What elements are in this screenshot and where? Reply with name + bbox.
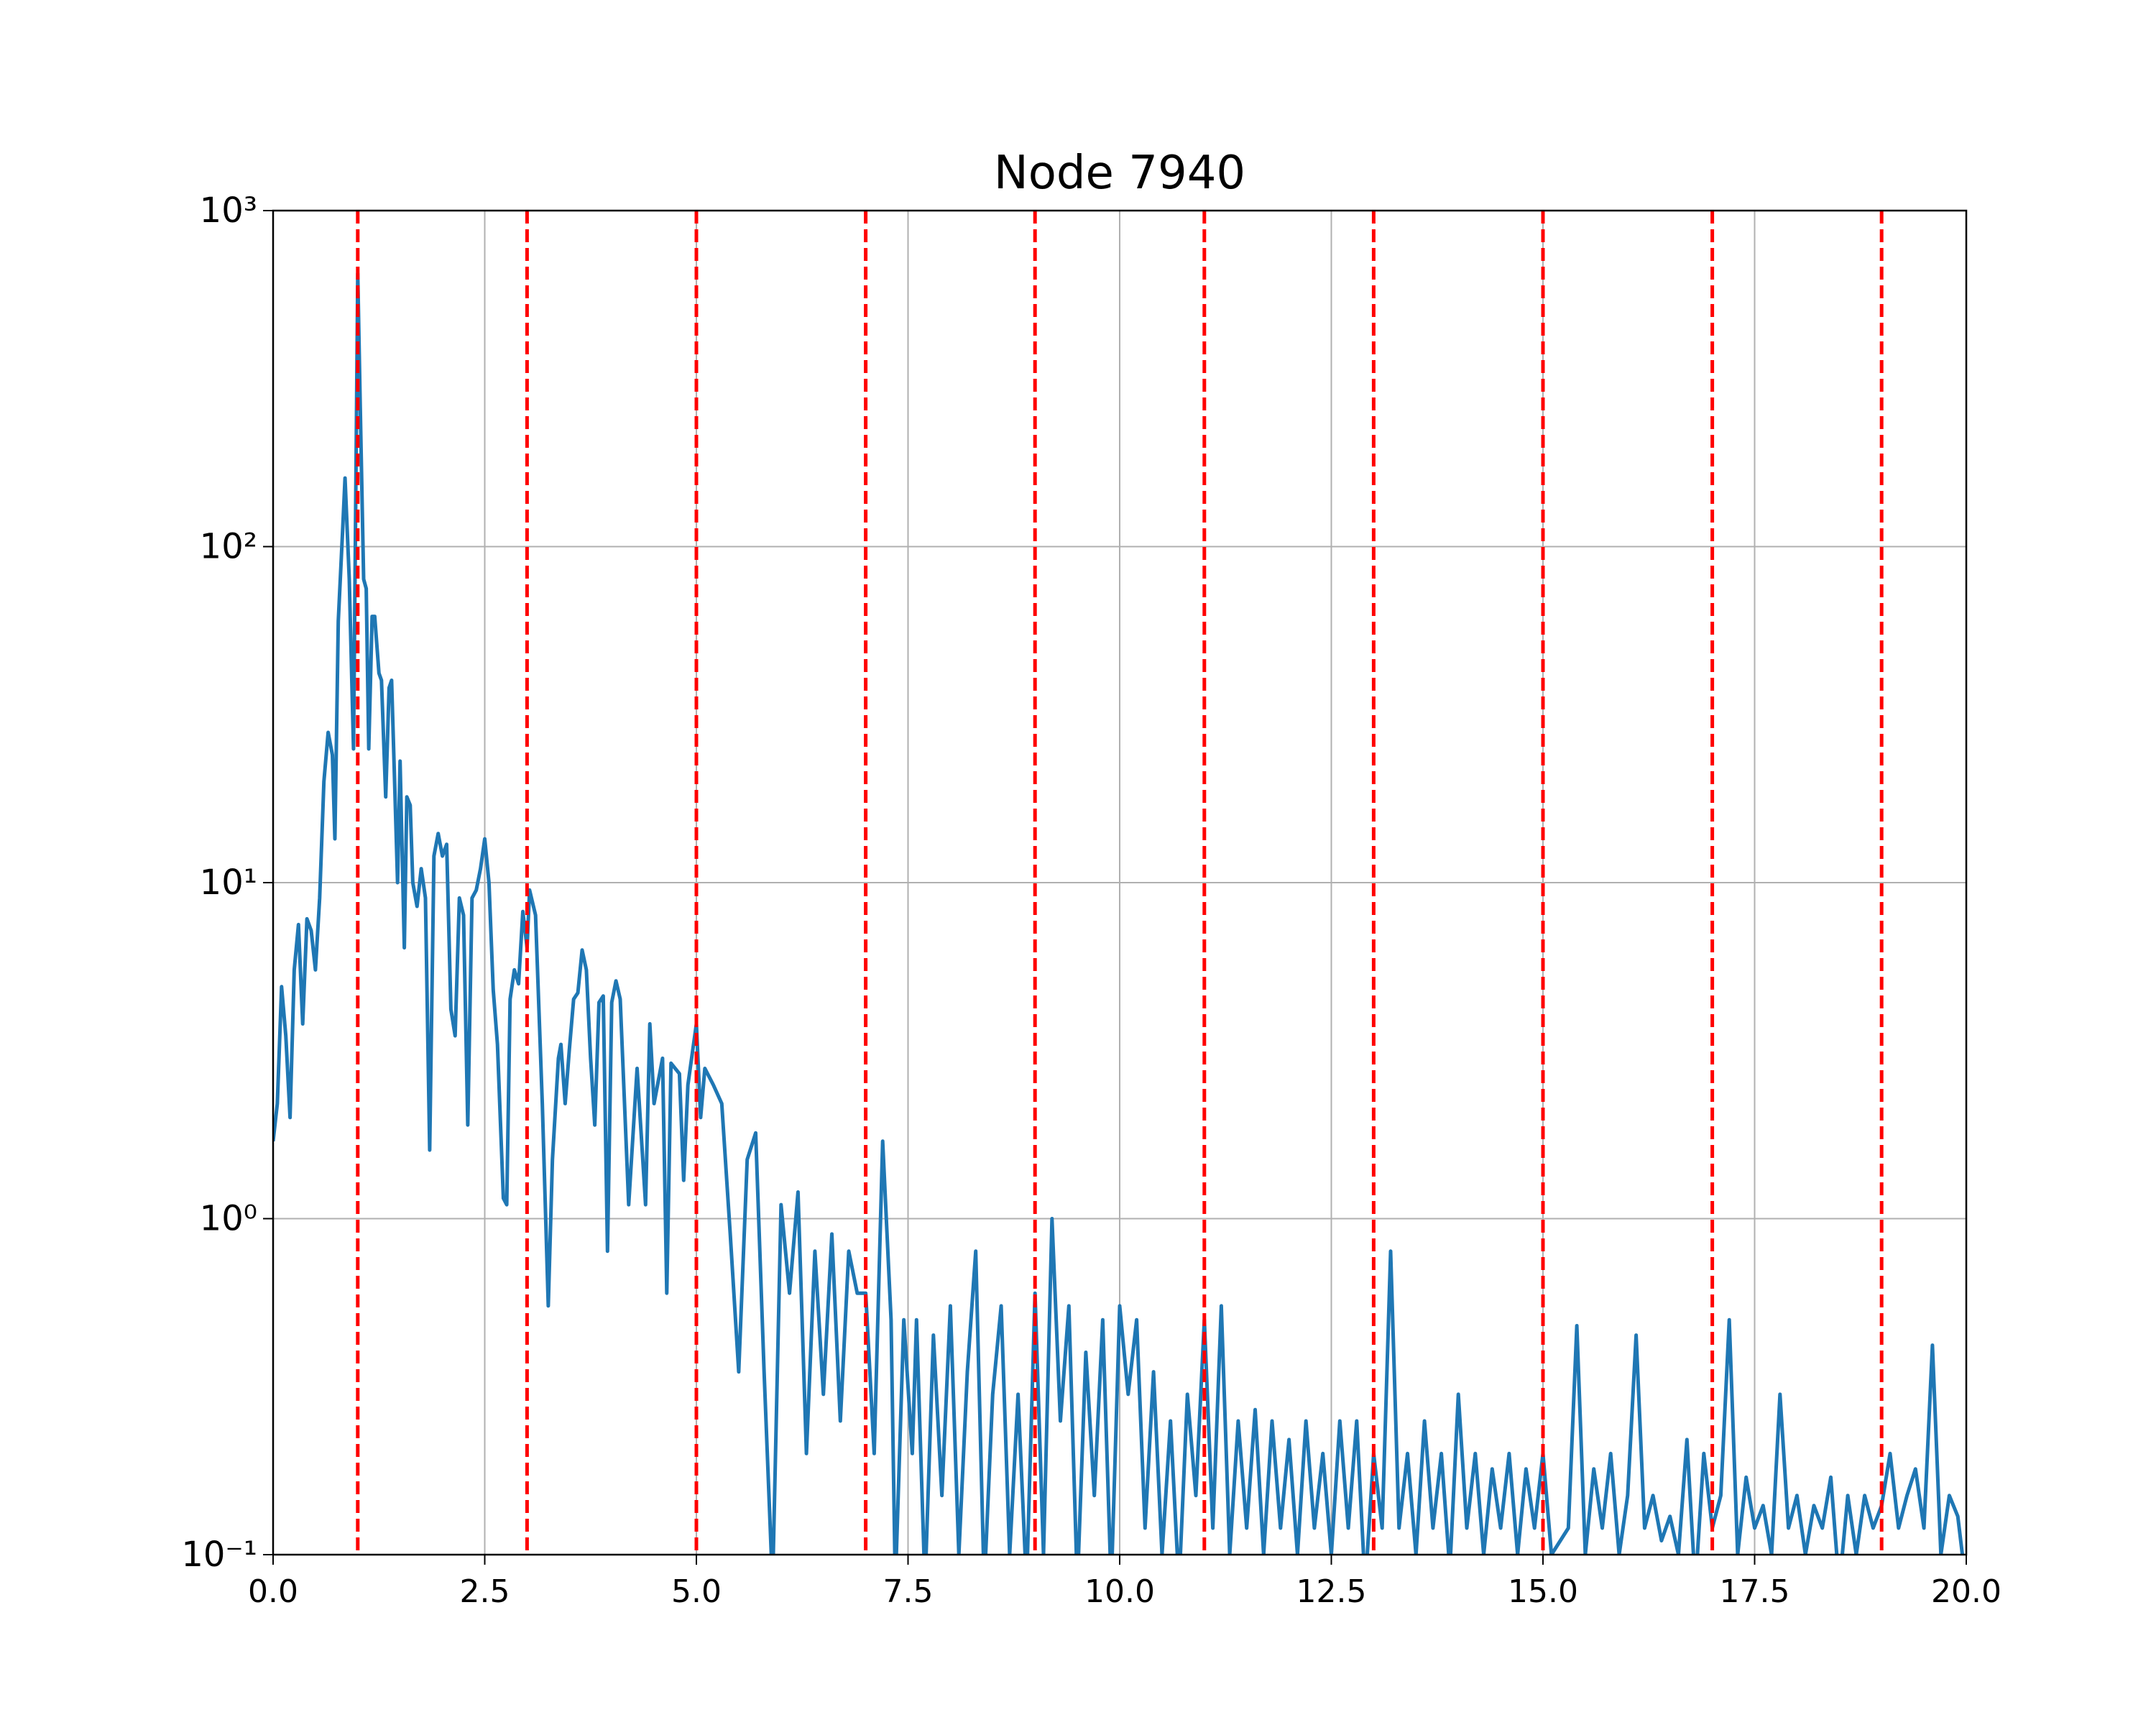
plot-frame: [272, 209, 1968, 1556]
x-tick-label: 15.0: [1508, 1573, 1578, 1610]
x-tick-label: 12.5: [1296, 1573, 1367, 1610]
y-tick-label: 10⁻¹: [181, 1535, 257, 1575]
x-tick-label: 7.5: [883, 1573, 934, 1610]
y-tick-label: 10²: [200, 527, 257, 567]
y-tick-label: 10¹: [200, 862, 257, 903]
chart-title: Node 7940: [994, 147, 1245, 200]
x-tick-label: 17.5: [1720, 1573, 1790, 1610]
x-tick-label: 10.0: [1084, 1573, 1155, 1610]
y-tick-label: 10³: [200, 190, 257, 231]
y-tick-label: 10⁰: [200, 1199, 257, 1239]
data-line: [273, 272, 1965, 1555]
x-tick-label: 5.0: [671, 1573, 722, 1610]
x-tick-label: 20.0: [1931, 1573, 2001, 1610]
x-tick-label: 0.0: [248, 1573, 298, 1610]
x-tick-label: 2.5: [460, 1573, 510, 1610]
